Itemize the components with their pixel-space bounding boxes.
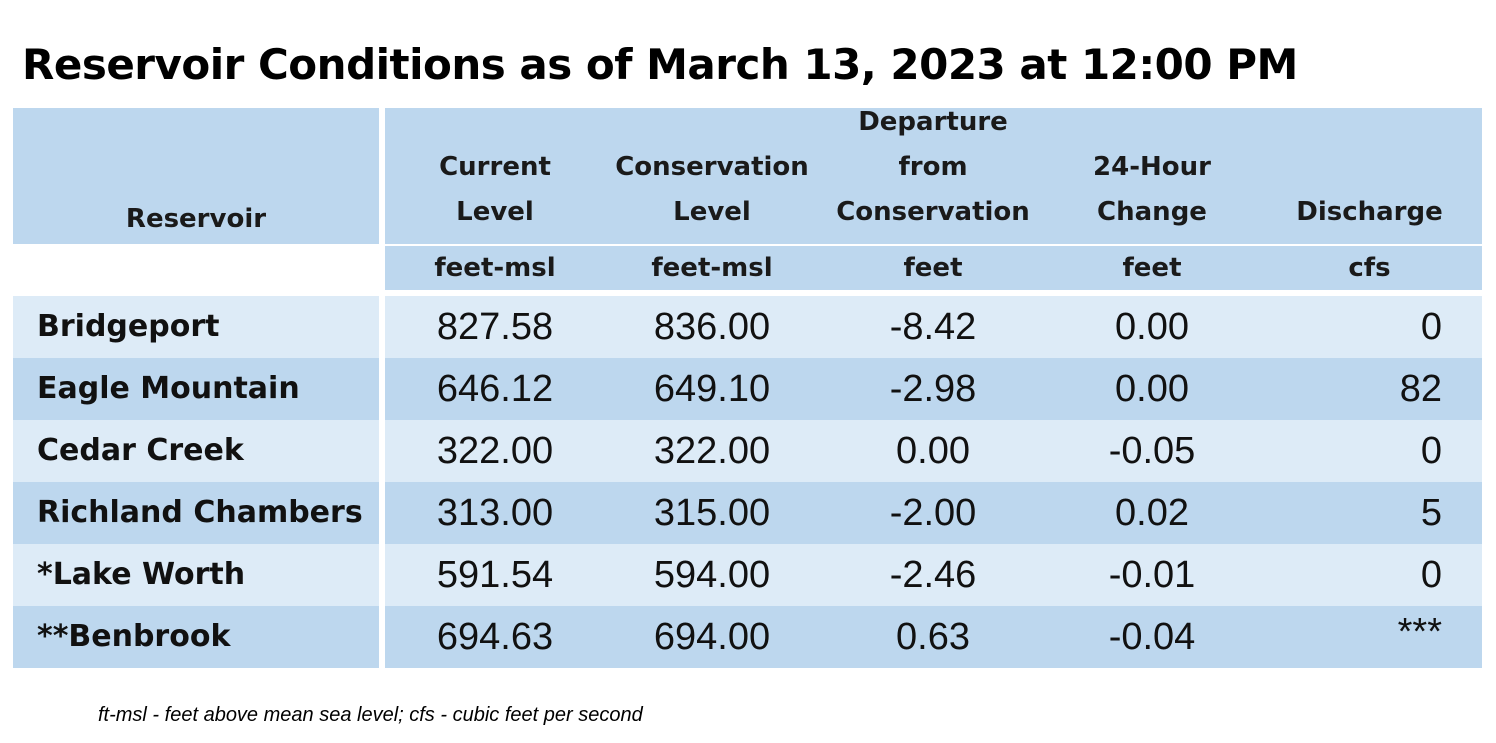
table-row xyxy=(385,482,1482,544)
cell-current-level: 322.00 xyxy=(436,430,554,472)
cell-departure: 0.00 xyxy=(896,430,970,472)
unit-24-hour-change: feet xyxy=(1047,246,1257,290)
header-reservoir: Reservoir xyxy=(13,108,379,244)
cell-departure: -2.00 xyxy=(889,492,977,534)
cell-conservation-level: 315.00 xyxy=(653,492,771,534)
header-line: Departure xyxy=(858,108,1008,137)
cell-24-hour-change: -0.01 xyxy=(1108,554,1196,596)
cell-conservation-level: 594.00 xyxy=(653,554,771,596)
cell-conservation-level: 694.00 xyxy=(653,616,771,658)
cell-24-hour-change: 0.00 xyxy=(1115,368,1189,410)
header-line: from xyxy=(898,152,968,182)
cell-departure: 0.63 xyxy=(896,616,970,658)
cell-discharge: 0 xyxy=(1420,306,1442,348)
header-line: Conservation xyxy=(615,152,809,182)
row-name: **Benbrook xyxy=(13,606,379,668)
cell-conservation-level: 649.10 xyxy=(653,368,771,410)
unit-departure: feet xyxy=(819,246,1047,290)
cell-24-hour-change: 0.00 xyxy=(1115,306,1189,348)
header-conservation-level: Conservation Level xyxy=(605,108,819,244)
row-name: *Lake Worth xyxy=(13,544,379,606)
cell-discharge: 0 xyxy=(1420,430,1442,472)
cell-discharge: *** xyxy=(1397,611,1442,653)
cell-24-hour-change: -0.04 xyxy=(1108,616,1196,658)
header-departure: Departure from Conservation xyxy=(819,108,1047,244)
unit-current-level: feet-msl xyxy=(385,246,605,290)
cell-departure: -2.98 xyxy=(889,368,977,410)
cell-discharge: 82 xyxy=(1399,368,1442,410)
unit-conservation-level: feet-msl xyxy=(605,246,819,290)
table-row xyxy=(385,296,1482,358)
cell-conservation-level: 322.00 xyxy=(653,430,771,472)
table-row xyxy=(385,544,1482,606)
cell-discharge: 0 xyxy=(1420,554,1442,596)
cell-24-hour-change: -0.05 xyxy=(1108,430,1196,472)
cell-current-level: 694.63 xyxy=(436,616,554,658)
page-title: Reservoir Conditions as of March 13, 202… xyxy=(22,40,1298,89)
header-current-level: Current Level xyxy=(385,108,605,244)
reservoir-table: Reservoir Current Level Conservation Lev… xyxy=(13,108,1482,668)
cell-departure: -2.46 xyxy=(889,554,977,596)
cell-current-level: 827.58 xyxy=(436,306,554,348)
header-24-hour-change: 24-Hour Change xyxy=(1047,108,1257,244)
cell-24-hour-change: 0.02 xyxy=(1115,492,1189,534)
header-line: Level xyxy=(673,197,751,227)
cell-departure: -8.42 xyxy=(889,306,977,348)
unit-discharge: cfs xyxy=(1257,246,1482,290)
header-line: Reservoir xyxy=(125,204,267,234)
table-row xyxy=(385,420,1482,482)
row-name: Eagle Mountain xyxy=(13,358,379,420)
cell-current-level: 646.12 xyxy=(436,368,554,410)
header-discharge: Discharge xyxy=(1257,108,1482,244)
header-line: Discharge xyxy=(1296,197,1443,227)
header-line: Level xyxy=(456,197,534,227)
header-line: Conservation xyxy=(836,197,1030,227)
row-name: Richland Chambers xyxy=(13,482,379,544)
header-line: Current xyxy=(439,152,551,182)
row-name: Cedar Creek xyxy=(13,420,379,482)
header-line: Change xyxy=(1097,197,1207,227)
footnote: ft-msl - feet above mean sea level; cfs … xyxy=(98,704,643,726)
cell-discharge: 5 xyxy=(1420,492,1442,534)
cell-conservation-level: 836.00 xyxy=(653,306,771,348)
cell-current-level: 591.54 xyxy=(436,554,554,596)
cell-current-level: 313.00 xyxy=(436,492,554,534)
table-row xyxy=(385,358,1482,420)
header-line: 24-Hour xyxy=(1093,152,1211,182)
table-row xyxy=(385,606,1482,668)
row-name: Bridgeport xyxy=(13,296,379,358)
